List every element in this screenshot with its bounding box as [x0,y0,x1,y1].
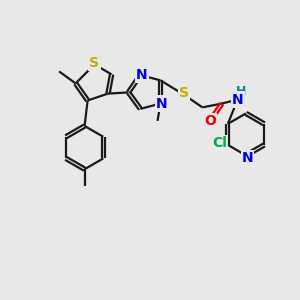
Text: N: N [136,68,148,82]
Text: Cl: Cl [212,136,227,150]
Text: N: N [232,93,243,106]
Text: N: N [156,97,168,110]
Text: S: S [179,86,189,100]
Text: S: S [89,56,100,70]
Text: N: N [242,151,253,165]
Text: O: O [204,114,216,128]
Text: H: H [236,85,246,98]
